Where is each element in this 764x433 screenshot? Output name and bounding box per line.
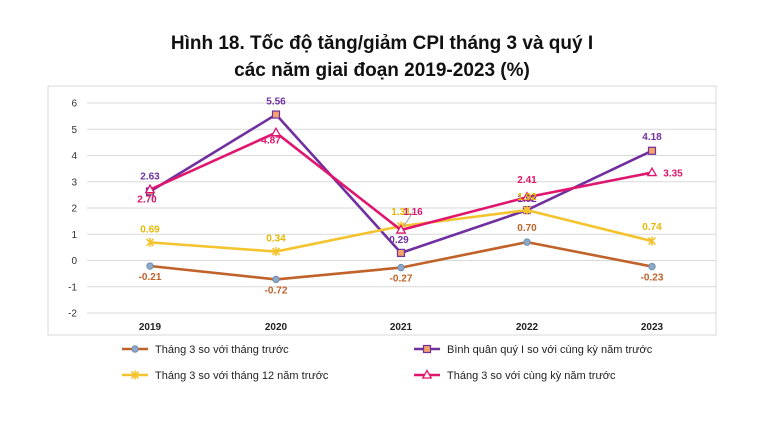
data-point xyxy=(648,262,656,271)
data-point xyxy=(422,344,432,354)
data-label: -0.27 xyxy=(390,274,413,285)
data-point xyxy=(145,237,155,247)
data-point xyxy=(522,205,532,215)
data-point xyxy=(270,126,282,137)
data-label: -0.21 xyxy=(139,272,162,283)
x-tick-label: 2022 xyxy=(516,322,539,333)
data-label: 2.41 xyxy=(517,175,537,186)
legend-label: Tháng 3 so với tháng trước xyxy=(155,344,289,356)
data-label: 1.16 xyxy=(403,207,423,218)
series-1 xyxy=(146,238,656,284)
data-point xyxy=(395,224,407,234)
data-point xyxy=(647,236,657,246)
legend-label: Tháng 3 so với tháng 12 năm trước xyxy=(155,370,329,382)
data-point xyxy=(646,166,658,177)
series-4 xyxy=(144,126,658,234)
y-tick-label: 2 xyxy=(71,204,77,215)
data-label: 1.92 xyxy=(517,194,537,205)
x-tick-label: 2021 xyxy=(390,322,413,333)
y-tick-label: 1 xyxy=(71,230,77,241)
data-point xyxy=(271,247,281,257)
chart-title-line1: Hình 18. Tốc độ tăng/giảm CPI tháng 3 và… xyxy=(170,33,594,54)
data-label: 4.18 xyxy=(642,132,662,143)
data-point xyxy=(647,146,657,155)
legend-item-1: Tháng 3 so với tháng trước xyxy=(122,344,289,356)
data-label: 0.69 xyxy=(140,224,160,235)
data-point xyxy=(396,248,406,257)
y-tick-label: 5 xyxy=(71,125,77,136)
data-label: -0.23 xyxy=(641,273,664,284)
data-label: 0.34 xyxy=(266,234,286,245)
legend-item-2: Bình quân quý I so với cùng kỳ năm trước xyxy=(414,344,653,356)
y-tick-label: 6 xyxy=(71,99,77,110)
data-point xyxy=(271,110,281,119)
legend-item-4: Tháng 3 so với cùng kỳ năm trước xyxy=(414,369,616,382)
x-tick-label: 2020 xyxy=(265,322,288,333)
y-tick-label: 4 xyxy=(71,151,77,162)
data-point xyxy=(131,345,139,353)
legend-label: Bình quân quý I so với cùng kỳ năm trước xyxy=(447,344,653,356)
x-tick-label: 2019 xyxy=(139,322,162,333)
data-point xyxy=(521,191,533,201)
data-label: 1.31 xyxy=(391,207,411,218)
y-tick-label: -2 xyxy=(68,309,77,320)
data-point xyxy=(144,183,156,194)
data-label: 0.29 xyxy=(389,235,409,246)
legend-label: Tháng 3 so với cùng kỳ năm trước xyxy=(447,370,616,382)
data-point xyxy=(421,369,433,379)
data-label: 5.56 xyxy=(266,97,286,108)
data-point xyxy=(130,370,140,380)
data-point xyxy=(523,238,531,246)
data-label: 2.70 xyxy=(137,195,157,206)
plot-frame xyxy=(47,85,717,336)
data-label: -0.72 xyxy=(265,285,288,296)
x-tick-label: 2023 xyxy=(641,322,664,333)
chart-title-line2: các năm giai đoạn 2019-2023 (%) xyxy=(234,60,530,81)
y-tick-label: 3 xyxy=(71,177,77,188)
legend-item-3: Tháng 3 so với tháng 12 năm trước xyxy=(122,370,329,382)
data-label: 2.63 xyxy=(140,171,160,182)
data-label: 1.92 xyxy=(517,192,537,203)
data-label: 0.74 xyxy=(642,222,662,233)
data-label: 0.70 xyxy=(517,223,537,234)
data-label: 3.35 xyxy=(663,169,683,180)
y-tick-label: 0 xyxy=(71,256,77,267)
data-point xyxy=(146,262,154,270)
leader-line xyxy=(150,193,155,200)
data-label: 4.87 xyxy=(261,136,281,147)
data-point xyxy=(272,275,280,284)
leader-line xyxy=(403,211,414,227)
y-tick-label: -1 xyxy=(68,282,77,293)
data-point xyxy=(397,263,405,272)
